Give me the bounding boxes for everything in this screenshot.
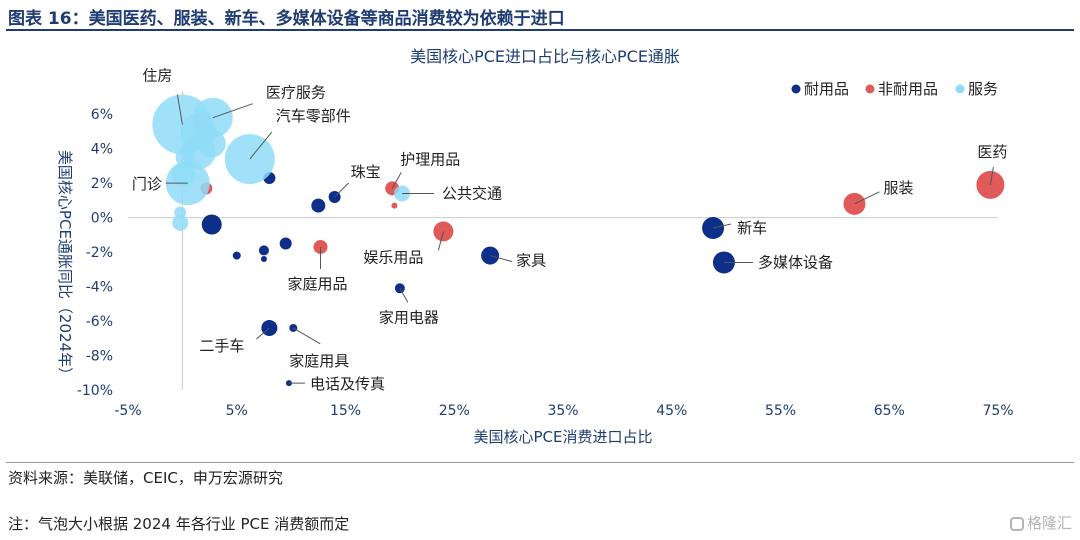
leader-line (391, 172, 402, 189)
legend: 耐用品 非耐用品 服务 (791, 80, 998, 98)
bubble-label: 医疗服务 (266, 84, 326, 102)
legend-label: 非耐用品 (878, 80, 938, 98)
x-tick-label: 25% (439, 403, 470, 419)
legend-marker (791, 84, 801, 94)
bubble (391, 202, 398, 209)
x-axis-label: 美国核心PCE消费进口占比 (474, 428, 653, 446)
bubble (279, 237, 292, 250)
watermark-text: 格隆汇 (1026, 514, 1072, 532)
note-text: 注：气泡大小根据 2024 年各行业 PCE 消费额而定 (8, 515, 350, 533)
figure-title: 图表 16：美国医药、服装、新车、多媒体设备等商品消费较为依赖于进口 (8, 9, 565, 29)
bubble-label: 门诊 (132, 175, 162, 193)
y-tick-label: 2% (91, 176, 113, 192)
y-tick-label: -8% (86, 349, 113, 365)
bubble-label: 医药 (977, 143, 1007, 161)
legend-marker (865, 84, 875, 94)
bubble-label: 珠宝 (351, 163, 381, 181)
legend-marker (955, 84, 965, 94)
bubble (260, 256, 267, 263)
bubble (224, 134, 275, 185)
bubble (258, 245, 269, 256)
bubble-label: 娱乐用品 (363, 248, 423, 266)
y-tick-label: 6% (91, 107, 113, 123)
y-tick-label: -4% (86, 280, 113, 296)
source-divider (6, 462, 1074, 463)
leader-line (854, 191, 880, 205)
leader-line (490, 255, 513, 263)
x-tick-label: 15% (330, 403, 361, 419)
y-axis-label: 美国核心PCE通胀同比（2024年） (56, 150, 74, 382)
x-tick-label: 45% (656, 403, 687, 419)
leader-line (712, 223, 732, 229)
axes: -5% 5% 15% 25% 35% 45% 55% 65% 75% 6% 4% 2% 0% -2% -4%… (77, 91, 1014, 419)
x-tick-label: 5% (226, 403, 248, 419)
x-tick-label: 35% (547, 403, 578, 419)
title-divider (6, 29, 1074, 31)
bubble (201, 214, 222, 235)
bubbles (152, 94, 1005, 387)
chart-canvas: 美国核心PCE进口占比与核心PCE通胀 美国核心PCE消费进口占比 美国核心PC… (56, 47, 1014, 446)
bubble (311, 198, 326, 213)
leader-lines (165, 94, 994, 384)
leader-line (212, 103, 253, 119)
y-tick-label: -2% (86, 245, 113, 261)
bubble-label: 家具 (516, 252, 546, 270)
watermark: 格隆汇 (1009, 512, 1072, 533)
bubble-label: 服装 (883, 179, 913, 197)
bubble-label: 家用电器 (379, 308, 439, 326)
bubble-label: 电话及传真 (310, 375, 385, 393)
leader-line (437, 231, 444, 251)
leader-line (256, 327, 270, 340)
leader-line (334, 182, 349, 198)
y-tick-label: 0% (91, 211, 113, 227)
bubble (232, 251, 241, 260)
x-tick-label: 75% (982, 403, 1013, 419)
bubble-label: 二手车 (199, 337, 244, 355)
bubble-label: 住房 (142, 67, 172, 85)
legend-label: 服务 (968, 80, 998, 98)
x-tick-label: 65% (874, 403, 905, 419)
y-tick-label: 4% (91, 142, 113, 158)
y-tick-label: -10% (77, 383, 113, 399)
chart-title: 美国核心PCE进口占比与核心PCE通胀 (410, 47, 680, 66)
leader-line (249, 131, 273, 160)
legend-label: 耐用品 (804, 80, 849, 98)
bubble (172, 214, 189, 231)
leader-line (293, 327, 321, 345)
scatter-chart: 美国核心PCE进口占比与核心PCE通胀 美国核心PCE消费进口占比 美国核心PC… (0, 34, 1080, 462)
bubble-label: 家庭用具 (289, 352, 349, 370)
x-tick-label: -5% (114, 403, 141, 419)
leader-line (399, 288, 409, 303)
x-tick-label: 55% (765, 403, 796, 419)
bubble-label: 家庭用品 (287, 275, 347, 293)
bubble-label: 新车 (737, 219, 767, 237)
y-tick-label: -6% (86, 314, 113, 330)
bubble-label: 护理用品 (400, 150, 460, 168)
leader-line (176, 94, 183, 125)
bubble (481, 246, 500, 265)
watermark-logo-icon (1009, 517, 1024, 531)
leader-line (989, 166, 994, 185)
bubble-label: 公共交通 (442, 185, 502, 203)
bubble-label: 多媒体设备 (758, 253, 833, 271)
source-text: 资料来源：美联储，CEIC，申万宏源研究 (8, 469, 283, 487)
bubble-label: 汽车零部件 (276, 107, 351, 125)
